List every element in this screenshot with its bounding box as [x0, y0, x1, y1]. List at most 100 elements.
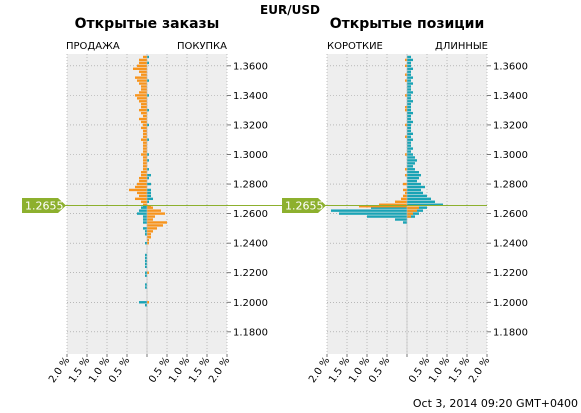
bar-left	[139, 91, 147, 94]
bar-right	[407, 123, 411, 127]
bar-right	[147, 108, 149, 112]
bar-left	[145, 256, 147, 260]
bar-right	[407, 162, 415, 165]
bars-open-positions	[331, 54, 443, 354]
bar-right	[407, 159, 417, 162]
bar-right	[407, 144, 411, 147]
bar-left	[139, 176, 147, 180]
y-tick-label: 1.2400	[233, 239, 268, 250]
bar-left	[403, 182, 407, 186]
bar-right	[147, 230, 153, 233]
bar-left	[405, 135, 407, 138]
y-tick-label: 1.2200	[493, 268, 528, 279]
bar-right	[407, 153, 413, 156]
panel-title-open-positions: Открытые позиции	[330, 16, 485, 32]
bar-left	[143, 144, 147, 147]
bar-left	[141, 111, 147, 115]
bar-left	[143, 203, 147, 206]
bar-right	[147, 191, 151, 195]
bar-left	[143, 147, 147, 150]
bar-right	[407, 82, 413, 85]
y-tick-label: 1.1800	[233, 327, 268, 338]
bar-left	[405, 108, 407, 112]
bar-left	[403, 188, 407, 192]
bar-left	[403, 221, 407, 224]
bar-left	[141, 126, 147, 130]
bar-left	[139, 301, 147, 304]
bar-right	[407, 106, 411, 109]
y-tick-label: 1.2200	[233, 268, 268, 279]
panel-left-label-short: КОРОТКИЕ	[327, 41, 383, 52]
bar-left	[137, 79, 147, 82]
bar-right	[147, 218, 153, 221]
bar-left	[141, 103, 147, 106]
y-axis-open-positions: 1.1800 1.2000 1.2200 1.2400 1.2600 1.2800 1.30…	[487, 61, 528, 338]
bar-left	[145, 241, 147, 245]
panel-open-positions: Открытые позиции КОРОТКИЕ ДЛИННЫЕ 1.1800…	[307, 16, 528, 385]
y-tick-label: 1.1800	[493, 327, 528, 338]
bar-left	[143, 55, 147, 59]
y-tick-label: 1.2600	[493, 209, 528, 220]
bar-left	[143, 159, 147, 162]
y-tick-label: 1.2000	[233, 298, 268, 309]
bar-right	[407, 206, 419, 209]
bar-left	[143, 165, 147, 168]
bar-left	[139, 58, 147, 62]
bar-left	[143, 215, 147, 218]
y-tick-label: 1.3200	[493, 120, 528, 131]
bar-left	[405, 153, 407, 156]
bar-right	[147, 138, 149, 141]
bar-left	[139, 209, 147, 212]
bar-left	[405, 173, 407, 177]
y-tick-label: 1.2600	[233, 209, 268, 220]
x-axis-open-positions: 2.0 %1.5 %1.0 %0.5 % 0.5 %1.0 %1.5 %2.0 %	[307, 354, 492, 385]
x-tick-label: 2.0 %	[467, 355, 492, 385]
bar-left	[405, 168, 407, 171]
bar-right	[407, 197, 431, 201]
bar-right	[147, 205, 151, 208]
bar-right	[407, 111, 413, 115]
bar-left	[145, 265, 147, 269]
main-title: EUR/USD	[260, 3, 320, 17]
bar-left	[143, 218, 147, 221]
bar-left	[145, 233, 147, 236]
bar-left	[143, 132, 147, 136]
bar-left	[405, 94, 407, 97]
bar-left	[129, 188, 147, 192]
bar-right	[407, 191, 423, 195]
bar-right	[407, 120, 413, 124]
bar-right	[407, 97, 411, 100]
panel-left-label-sell: ПРОДАЖА	[66, 41, 120, 52]
bar-left	[141, 200, 147, 203]
bar-left	[331, 209, 407, 212]
bar-left	[405, 123, 407, 127]
y-tick-label: 1.2800	[233, 180, 268, 191]
bar-left	[371, 206, 407, 209]
bar-right	[147, 159, 149, 162]
bar-right	[147, 79, 149, 82]
bar-left	[137, 212, 147, 215]
bar-right	[147, 153, 149, 156]
y-axis-open-orders: 1.1800 1.2000 1.2200 1.2400 1.2600 1.2800 1.30…	[227, 61, 268, 338]
bar-left	[139, 108, 147, 112]
y-tick-label: 1.3600	[493, 61, 528, 72]
bar-left	[143, 129, 147, 133]
bar-left	[141, 173, 147, 177]
bar-right	[407, 179, 417, 183]
bar-left	[139, 179, 147, 183]
bar-right	[407, 85, 411, 88]
bar-right	[147, 236, 151, 239]
bar-left	[143, 123, 147, 127]
x-axis-open-orders: 2.0 %1.5 %1.0 %0.5 % 0.5 %1.0 %1.5 %2.0 %	[47, 354, 232, 385]
bar-right	[147, 206, 153, 209]
bar-right	[147, 224, 163, 227]
bar-left	[145, 230, 147, 233]
bar-left	[405, 73, 407, 76]
bar-right	[407, 203, 443, 206]
panel-open-orders: Открытые заказы ПРОДАЖА ПОКУПКА 1.18001.…	[47, 16, 268, 385]
bar-right	[407, 67, 413, 70]
bar-right	[407, 114, 411, 118]
bar-right	[147, 215, 155, 218]
bar-left	[143, 141, 147, 144]
